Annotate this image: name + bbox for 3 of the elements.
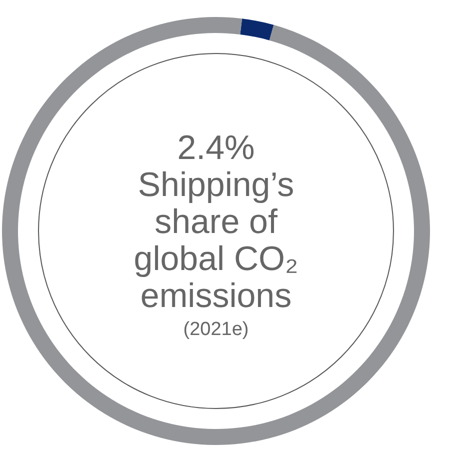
text: Shipping’s share of global CO₂ emissions bbox=[132, 166, 300, 315]
text: 2.4% bbox=[176, 129, 256, 167]
text: (2021e) bbox=[182, 318, 250, 342]
